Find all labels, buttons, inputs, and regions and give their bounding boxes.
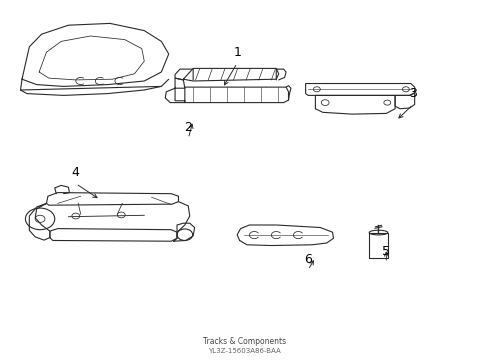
Text: 3: 3 — [408, 87, 416, 100]
Text: Tracks & Components: Tracks & Components — [203, 337, 285, 346]
Text: 5: 5 — [382, 246, 389, 258]
Text: YL3Z-15603A86-BAA: YL3Z-15603A86-BAA — [208, 347, 280, 354]
Text: 6: 6 — [304, 253, 311, 266]
Text: 4: 4 — [72, 166, 80, 179]
Text: 2: 2 — [184, 121, 192, 134]
Text: 1: 1 — [233, 46, 241, 59]
